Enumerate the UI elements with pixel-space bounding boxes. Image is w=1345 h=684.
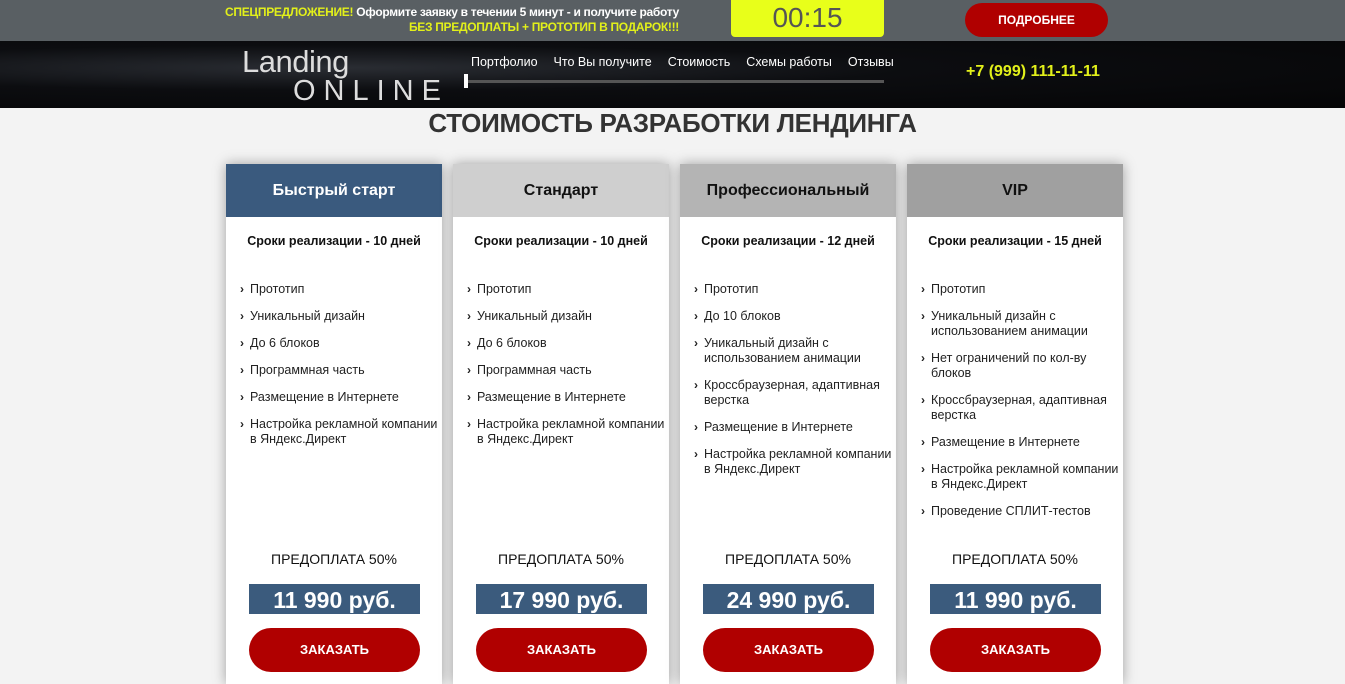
nav-progress-indicator bbox=[464, 74, 468, 88]
order-button[interactable]: ЗАКАЗАТЬ bbox=[476, 628, 647, 672]
order-button[interactable]: ЗАКАЗАТЬ bbox=[930, 628, 1101, 672]
plan-price: 17 990 руб. bbox=[476, 584, 647, 614]
promo-bar: СПЕЦПРЕДЛОЖЕНИЕ! Оформите заявку в течен… bbox=[0, 0, 1345, 41]
chevron-right-icon: › bbox=[921, 351, 925, 365]
phone-number[interactable]: +7 (999) 111-11-11 bbox=[966, 63, 1100, 80]
prepay-label: ПРЕДОПЛАТА 50% bbox=[725, 551, 851, 567]
feature-item: › Проведение СПЛИТ-тестов bbox=[921, 504, 1091, 518]
order-button[interactable]: ЗАКАЗАТЬ bbox=[703, 628, 874, 672]
chevron-right-icon: › bbox=[921, 393, 925, 407]
chevron-right-icon: › bbox=[240, 282, 244, 296]
logo-subtitle: ONLINE bbox=[293, 75, 449, 107]
feature-item: › Прототип bbox=[240, 282, 305, 296]
nav-item[interactable]: Стоимость bbox=[667, 55, 731, 69]
plan-term: Сроки реализации - 10 дней bbox=[474, 234, 648, 248]
feature-item: › Программная часть bbox=[240, 363, 365, 377]
chevron-right-icon: › bbox=[467, 417, 471, 431]
chevron-right-icon: › bbox=[467, 309, 471, 323]
chevron-right-icon: › bbox=[921, 504, 925, 518]
chevron-right-icon: › bbox=[467, 363, 471, 377]
chevron-right-icon: › bbox=[921, 309, 925, 323]
prepay-label: ПРЕДОПЛАТА 50% bbox=[952, 551, 1078, 567]
main-nav: Портфолио Что Вы получите Стоимость Схемы р… bbox=[471, 55, 894, 69]
feature-list: › Прототип › До 10 блоков › Уникальный дизайн… bbox=[694, 282, 896, 477]
feature-item: › Прототип bbox=[694, 282, 759, 296]
page-title: СТОИМОСТЬ РАЗРАБОТКИ ЛЕНДИНГА bbox=[428, 108, 917, 138]
feature-item: › До 10 блоков bbox=[694, 309, 781, 323]
feature-list: › Прототип › Уникальный дизайн с использова… bbox=[921, 282, 1123, 519]
feature-item: › Размещение в Интернете bbox=[467, 390, 626, 404]
header: Landing ONLINE Портфолио Что Вы получите С… bbox=[0, 41, 1345, 108]
chevron-right-icon: › bbox=[240, 363, 244, 377]
more-button[interactable]: ПОДРОБНЕЕ bbox=[965, 3, 1108, 37]
feature-item: › Настройка рекламной компании в Яндекс.Д… bbox=[467, 417, 665, 446]
pricing-card: VIP Сроки реализации - 15 дней › Прототип… bbox=[907, 164, 1123, 684]
chevron-right-icon: › bbox=[694, 309, 698, 323]
nav-progress-track bbox=[466, 80, 884, 83]
chevron-right-icon: › bbox=[921, 462, 925, 476]
feature-list: › Прототип › Уникальный дизайн › До 6 блоков ›… bbox=[467, 282, 669, 447]
prepay-label: ПРЕДОПЛАТА 50% bbox=[498, 551, 624, 567]
feature-item: › До 6 блоков bbox=[240, 336, 320, 350]
nav-item[interactable]: Что Вы получите bbox=[553, 55, 652, 69]
chevron-right-icon: › bbox=[467, 282, 471, 296]
feature-item: › Уникальный дизайн bbox=[467, 309, 592, 323]
feature-item: › Уникальный дизайн bbox=[240, 309, 365, 323]
plan-price: 24 990 руб. bbox=[703, 584, 874, 614]
feature-item: › Кроссбраузерная, адаптивная верстка bbox=[694, 378, 880, 407]
feature-item: › Кроссбраузерная, адаптивная верстка bbox=[921, 393, 1107, 422]
chevron-right-icon: › bbox=[240, 309, 244, 323]
feature-item: › Размещение в Интернете bbox=[921, 435, 1080, 449]
nav-item[interactable]: Схемы работы bbox=[746, 55, 832, 69]
feature-item: › Прототип bbox=[921, 282, 986, 296]
pricing-card: Профессиональный Сроки реализации - 12 д… bbox=[680, 164, 896, 684]
chevron-right-icon: › bbox=[240, 390, 244, 404]
plan-price: 11 990 руб. bbox=[930, 584, 1101, 614]
chevron-right-icon: › bbox=[467, 390, 471, 404]
plan-term: Сроки реализации - 12 дней bbox=[701, 234, 875, 248]
chevron-right-icon: › bbox=[694, 447, 698, 461]
feature-list: › Прототип › Уникальный дизайн › До 6 блоков ›… bbox=[240, 282, 442, 447]
pricing-card: Стандарт Сроки реализации - 10 дней › Про… bbox=[453, 164, 669, 684]
plan-name: VIP bbox=[907, 164, 1123, 217]
plan-term: Сроки реализации - 15 дней bbox=[928, 234, 1102, 248]
order-button[interactable]: ЗАКАЗАТЬ bbox=[249, 628, 420, 672]
feature-item: › Настройка рекламной компании в Яндекс.Д… bbox=[921, 462, 1119, 491]
feature-item: › До 6 блоков bbox=[467, 336, 547, 350]
feature-item: › Программная часть bbox=[467, 363, 592, 377]
chevron-right-icon: › bbox=[694, 336, 698, 350]
feature-item: › Уникальный дизайн с использованием аним… bbox=[921, 309, 1088, 338]
feature-item: › Прототип bbox=[467, 282, 532, 296]
countdown-timer: 00:15 bbox=[731, 0, 884, 37]
chevron-right-icon: › bbox=[240, 417, 244, 431]
chevron-right-icon: › bbox=[240, 336, 244, 350]
logo[interactable]: Landing bbox=[242, 44, 349, 79]
chevron-right-icon: › bbox=[694, 282, 698, 296]
plan-term: Сроки реализации - 10 дней bbox=[247, 234, 421, 248]
feature-item: › Размещение в Интернете bbox=[240, 390, 399, 404]
prepay-label: ПРЕДОПЛАТА 50% bbox=[271, 551, 397, 567]
feature-item: › Настройка рекламной компании в Яндекс.Д… bbox=[240, 417, 438, 446]
promo-text: СПЕЦПРЕДЛОЖЕНИЕ! Оформите заявку в течен… bbox=[225, 5, 679, 34]
feature-item: › Уникальный дизайн с использованием аним… bbox=[694, 336, 861, 365]
plan-name: Профессиональный bbox=[680, 164, 896, 217]
nav-item[interactable]: Портфолио bbox=[471, 55, 538, 69]
chevron-right-icon: › bbox=[921, 282, 925, 296]
chevron-right-icon: › bbox=[694, 420, 698, 434]
feature-item: › Нет ограничений по кол-ву блоков bbox=[921, 351, 1087, 380]
pricing-card: Быстрый старт Сроки реализации - 10 дней… bbox=[226, 164, 442, 684]
nav-item[interactable]: Отзывы bbox=[847, 55, 894, 69]
feature-item: › Размещение в Интернете bbox=[694, 420, 853, 434]
chevron-right-icon: › bbox=[467, 336, 471, 350]
plan-name: Стандарт bbox=[453, 164, 669, 217]
chevron-right-icon: › bbox=[694, 378, 698, 392]
plan-name: Быстрый старт bbox=[226, 164, 442, 217]
feature-item: › Настройка рекламной компании в Яндекс.Д… bbox=[694, 447, 892, 476]
plan-price: 11 990 руб. bbox=[249, 584, 420, 614]
chevron-right-icon: › bbox=[921, 435, 925, 449]
